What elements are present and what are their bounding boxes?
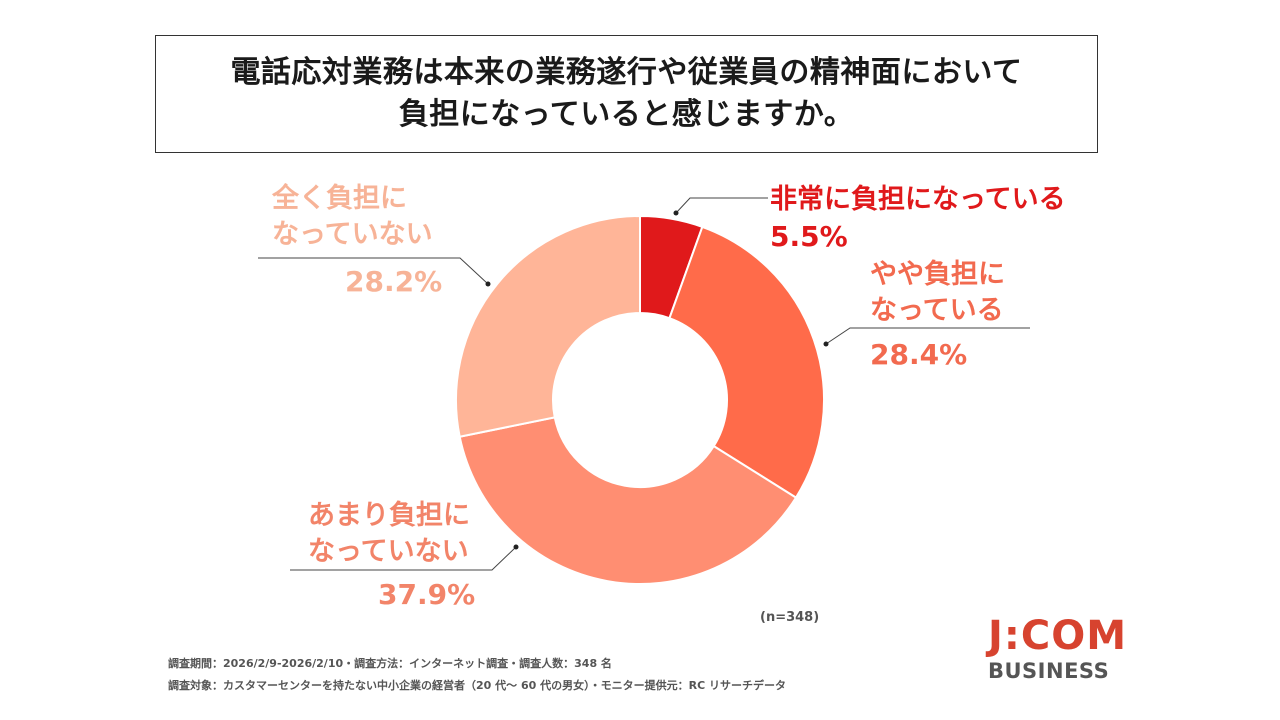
leader-line-slice-not-much-burden bbox=[290, 546, 517, 571]
slice-label-line: 全く負担に bbox=[272, 183, 407, 214]
slice-label-line: なっていない bbox=[272, 219, 433, 250]
slice-not-much-burden bbox=[458, 416, 798, 585]
jcom-logo-business: BUSINESS bbox=[988, 659, 1110, 683]
leader-dot-slice-very-burden bbox=[673, 210, 679, 216]
slice-label-somewhat-burden: やや負担に なっている bbox=[870, 257, 1005, 329]
slice-pct-no-burden: 28.2% bbox=[345, 265, 443, 298]
slice-label-no-burden: 全く負担に なっていない bbox=[272, 181, 433, 253]
title-line-2: 負担になっていると感じますか。 bbox=[398, 97, 855, 132]
sample-size-note: (n=348) bbox=[760, 610, 820, 625]
slice-label-line: 非常に負担になっている bbox=[770, 184, 1066, 215]
slice-somewhat-burden bbox=[668, 225, 825, 499]
slice-pct-somewhat-burden: 28.4% bbox=[870, 338, 968, 371]
slice-label-line: やや負担に bbox=[870, 259, 1005, 290]
title-line-1: 電話応対業務は本来の業務遂行や従業員の精神面において bbox=[230, 55, 1023, 90]
slice-label-very-burden: 非常に負担になっている bbox=[770, 182, 1066, 218]
leader-dot-slice-somewhat-burden bbox=[823, 341, 829, 347]
slice-label-line: なっている bbox=[870, 295, 1004, 326]
leader-line-slice-no-burden bbox=[258, 257, 489, 285]
jcom-logo: J:COM bbox=[988, 613, 1128, 659]
footer-survey-target: 調査対象：カスタマーセンターを持たない中小企業の経営者（20 代～ 60 代の男… bbox=[168, 679, 786, 692]
slice-pct-not-much-burden: 37.9% bbox=[378, 578, 476, 611]
leader-dot-slice-not-much-burden bbox=[513, 544, 519, 550]
slice-label-line: なっていない bbox=[308, 536, 469, 567]
leader-line-slice-very-burden bbox=[675, 197, 768, 214]
leader-line-slice-somewhat-burden bbox=[825, 327, 1030, 345]
chart-title: 電話応対業務は本来の業務遂行や従業員の精神面において 負担になっていると感じます… bbox=[155, 35, 1098, 153]
slice-label-not-much-burden: あまり負担に なっていない bbox=[308, 498, 470, 570]
slice-no-burden bbox=[455, 214, 641, 438]
slice-label-line: あまり負担に bbox=[308, 500, 470, 531]
leader-dot-slice-no-burden bbox=[485, 281, 491, 287]
slice-pct-very-burden: 5.5% bbox=[770, 220, 848, 253]
footer-survey-period: 調査期間：2026/2/9-2026/2/10・調査方法：インターネット調査・調… bbox=[168, 657, 612, 670]
